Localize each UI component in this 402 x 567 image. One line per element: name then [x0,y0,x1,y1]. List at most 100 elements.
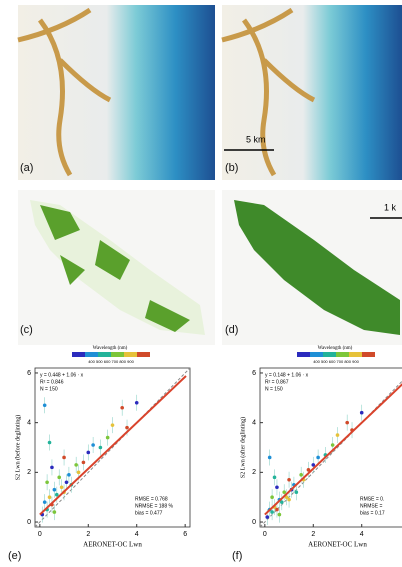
colorbar-swatch [310,352,323,357]
colorbar-title: Wavelength (nm) [318,346,353,351]
point [64,480,69,485]
x-tick-label: 0 [38,531,42,538]
point [299,473,303,477]
stat: N = 150 [265,386,283,392]
plot-frame [34,367,191,528]
colorbar-swatch [297,352,310,357]
point [98,445,103,450]
point [272,475,277,480]
colorbar-swatch [362,352,375,357]
point [47,440,52,445]
y-tick-label: 4 [27,420,31,427]
x-axis-label: AERONET-OC Lwn [83,541,142,549]
colorbar-ticks: 400 500 600 700 800 900 [88,359,134,364]
panel-label: (b) [225,162,238,174]
stat: bias = 0.477 [135,510,163,516]
y-tick-label: 0 [27,519,31,526]
regression-line [39,375,187,516]
point [267,455,272,460]
panel-label: (f) [232,550,242,562]
one-to-one-line [259,380,402,528]
point [282,490,287,495]
river [17,7,112,177]
point [120,405,124,410]
point [270,495,274,499]
colorbar-ticks: 400 500 600 700 800 900 [313,359,359,364]
colorbar-swatch [323,352,336,357]
y-tick-label: 6 [27,370,31,377]
stat: y = 0.448 + 1.06 · x [40,372,84,378]
colorbar-swatch [111,352,124,357]
colorbar-swatch [72,352,85,357]
stat: RMSE = 0.768 [135,496,168,502]
y-tick-label: 0 [252,519,256,526]
colorbar-swatch [124,352,137,357]
point [110,423,115,427]
y-tick-label: 2 [252,469,256,476]
point [359,410,364,415]
mask [234,200,400,335]
point [42,500,47,504]
x-tick-label: 2 [311,531,315,538]
point [275,507,279,512]
point [275,485,279,490]
regression-line [264,383,402,516]
stat: RMSE = 0. [360,496,384,502]
colorbar-swatch [98,352,111,357]
point [345,420,349,425]
plot-frame [259,367,402,528]
y-axis-label: S2 Lwn (after deglinting) [239,417,246,478]
river [221,7,316,177]
panel-label: (a) [20,162,33,174]
point [67,473,71,477]
scale-label: 1 k [384,202,397,212]
panel-label: (e) [8,550,21,562]
point [287,497,291,502]
stat: NRMSE = [360,503,382,509]
x-tick-label: 4 [360,531,364,538]
point [42,403,47,408]
y-tick-label: 4 [252,420,256,427]
x-tick-label: 6 [183,531,187,538]
point [284,495,289,499]
x-tick-label: 4 [135,531,139,538]
point [47,495,52,499]
x-tick-label: 2 [86,531,90,538]
x-tick-label: 0 [263,531,267,538]
point [265,515,270,519]
stat: bias = 0.17 [360,510,385,516]
point [52,487,57,492]
panel-label: (d) [225,324,238,336]
point [81,460,86,465]
point [59,485,64,490]
point [45,480,49,485]
x-axis-label: AERONET-OC Lwn [308,541,367,549]
point [62,455,66,460]
point [125,425,129,430]
stat: R² = 0.846 [40,379,64,385]
point [74,463,78,467]
point [277,512,282,517]
y-tick-label: 6 [252,370,256,377]
panel-label: (c) [20,324,33,336]
stat: y = 0.148 + 1.06 · x [265,372,309,378]
stat: R² = 0.867 [265,379,289,385]
point [279,500,284,504]
point [105,435,110,440]
colorbar-swatch [349,352,362,357]
point [54,492,59,497]
point [335,433,340,437]
point [134,400,139,405]
point [306,468,311,472]
colorbar-swatch [85,352,98,357]
point [57,475,62,480]
stat: N = 150 [40,386,58,392]
point [76,470,81,475]
colorbar-title: Wavelength (nm) [93,346,128,351]
colorbar-swatch [137,352,150,357]
point [316,455,320,460]
colorbar-swatch [336,352,349,357]
point [287,477,291,482]
point [270,510,274,514]
